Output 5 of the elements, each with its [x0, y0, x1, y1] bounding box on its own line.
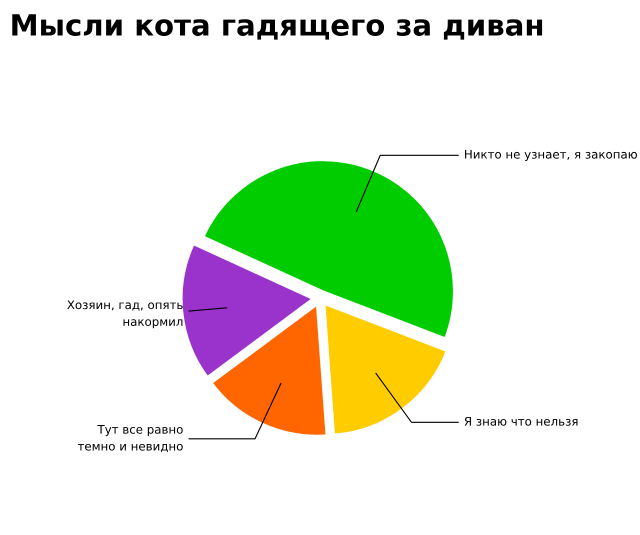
chart-title: Мысли кота гадящего за диван	[12, 14, 542, 40]
slice-label: Хозяин, гад, опять накормил	[67, 300, 183, 328]
slice-label: Тут все равно темно и невидно	[78, 425, 183, 452]
slice-label: Никто не узнает, я закопаю	[465, 150, 637, 161]
slice-label: Я знаю что нельзя	[464, 416, 578, 426]
